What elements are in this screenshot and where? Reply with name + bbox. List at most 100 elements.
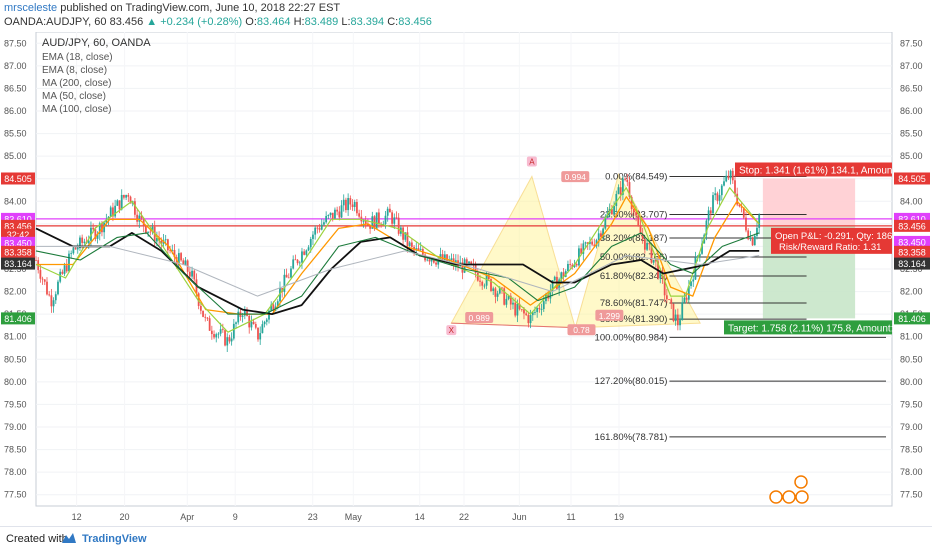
candle-body	[345, 199, 347, 211]
candle-body	[35, 259, 37, 261]
chart-header: mrsceleste published on TradingView.com,…	[0, 0, 932, 32]
candle-body	[753, 235, 756, 246]
candle-body	[173, 249, 176, 258]
y-tick-label-left: 87.50	[4, 38, 27, 48]
chart-canvas[interactable]: 0.00%(84.549)23.60%(83.707)38.20%(83.187…	[0, 32, 932, 526]
candle-body	[206, 317, 209, 319]
pattern-triangle-bcd	[574, 172, 701, 329]
candle-body	[679, 320, 681, 326]
event-icon-3[interactable]	[795, 490, 809, 504]
right-price-label: 83.610	[898, 214, 926, 224]
candle-body	[191, 270, 193, 277]
candle-body	[720, 185, 723, 196]
published-text: published on TradingView.com, June 10, 2…	[60, 2, 341, 14]
candle-body	[287, 277, 290, 279]
y-tick-label-right: 80.00	[900, 377, 923, 387]
candle-body	[43, 279, 46, 282]
candle-body	[142, 218, 145, 227]
candle-body	[681, 302, 684, 321]
candle-body	[127, 195, 130, 197]
candle-body	[65, 265, 68, 272]
tradingview-logo-icon[interactable]	[60, 531, 78, 545]
candle-body	[199, 305, 202, 311]
candle-body	[228, 337, 231, 342]
candle-body	[635, 212, 637, 216]
y-tick-label-right: 87.00	[900, 61, 923, 71]
symbol-label: OANDA:AUDJPY, 60	[4, 16, 107, 28]
legend-indicator-4: MA (100, close)	[42, 104, 111, 115]
candle-body	[632, 209, 635, 213]
low-value: 83.394	[350, 16, 385, 28]
position-labels: Stop: 1.341 (1.61%) 134.1, Amount: Open P…	[724, 162, 898, 335]
candle-body	[259, 333, 262, 340]
candle-body	[320, 224, 323, 230]
x-tick-label: 9	[233, 512, 238, 522]
gridlines	[36, 32, 892, 506]
candle-body	[336, 209, 339, 212]
event-icons[interactable]	[769, 475, 809, 504]
pattern-labels: X A 0.994 0.989 0.78 1.299	[446, 156, 624, 336]
author-link[interactable]: mrsceleste	[4, 2, 58, 14]
y-tick-label-left: 79.50	[4, 399, 27, 409]
left-price-badge	[1, 257, 35, 270]
candle-body	[439, 254, 442, 259]
candle-body	[312, 234, 314, 239]
candle-body	[448, 260, 451, 262]
event-icon-2[interactable]	[782, 490, 796, 504]
candle-body	[529, 315, 532, 324]
candle-body	[481, 281, 484, 286]
high-label: H:	[293, 16, 305, 28]
candle-body	[723, 181, 725, 186]
candle-body	[68, 253, 70, 272]
y-tick-label-left: 82.00	[4, 287, 27, 297]
event-icon-1[interactable]	[769, 490, 783, 504]
candle-body	[426, 259, 429, 261]
candle-body	[283, 274, 286, 292]
candle-body	[188, 271, 191, 277]
candle-body	[145, 226, 147, 233]
y-tick-label-right: 79.00	[900, 422, 923, 432]
x-tick-label: Jun	[512, 512, 527, 522]
candle-body	[193, 270, 196, 280]
candle-body	[164, 239, 167, 241]
candle-body	[241, 315, 244, 317]
candle-body	[213, 334, 215, 338]
candle-body	[378, 212, 380, 224]
candle-body	[74, 248, 77, 250]
candle-body	[369, 225, 372, 229]
candle-body	[54, 294, 57, 301]
y-tick-label-left: 78.50	[4, 445, 27, 455]
legend-indicator-0: EMA (18, close)	[42, 52, 113, 63]
left-price-badge	[1, 236, 35, 249]
y-tick-label-left: 78.00	[4, 467, 27, 477]
candle-body	[417, 248, 420, 250]
candle-body	[736, 193, 739, 205]
candle-body	[569, 264, 572, 265]
candle-body	[296, 259, 299, 264]
candle-body	[254, 324, 257, 328]
candle-body	[734, 180, 736, 194]
candle-body	[134, 201, 136, 215]
y-tick-label-left: 80.50	[4, 354, 27, 364]
x-tick-label: 14	[415, 512, 425, 522]
fib-level-label: 100.00%(80.984)	[595, 332, 668, 343]
candle-body	[59, 271, 62, 282]
candle-body	[648, 243, 651, 245]
candle-body	[63, 265, 66, 274]
tradingview-brand[interactable]: TradingView	[82, 533, 147, 545]
right-price-badge	[894, 235, 930, 248]
right-price-badge	[894, 312, 930, 325]
candle-body	[654, 260, 657, 262]
candle-body	[485, 275, 488, 286]
ratio-label: 0.989	[469, 313, 491, 323]
flag-event-icon[interactable]	[794, 475, 808, 489]
candle-body	[393, 217, 396, 224]
candle-body	[116, 200, 119, 206]
candle-body	[257, 327, 259, 340]
candle-body	[149, 231, 152, 233]
candle-body	[652, 260, 655, 263]
candle-body	[237, 311, 240, 323]
candle-body	[338, 211, 341, 218]
candle-body	[567, 264, 569, 272]
x-tick-label: 12	[72, 512, 82, 522]
